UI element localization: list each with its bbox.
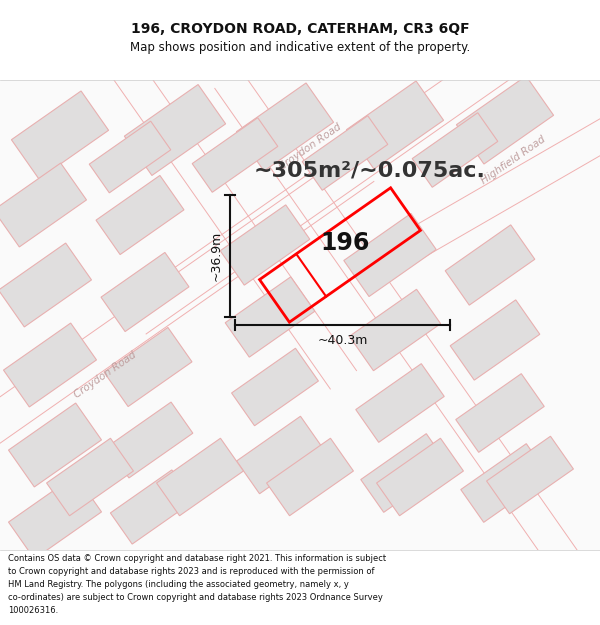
Polygon shape	[4, 323, 97, 407]
Text: Highfield Road: Highfield Road	[479, 134, 547, 186]
Polygon shape	[104, 328, 192, 407]
Polygon shape	[457, 76, 554, 164]
Polygon shape	[0, 243, 91, 327]
Polygon shape	[11, 91, 109, 179]
Bar	[0, 80, 600, 550]
Text: to Crown copyright and database rights 2023 and is reproduced with the permissio: to Crown copyright and database rights 2…	[8, 567, 374, 576]
Polygon shape	[110, 470, 194, 544]
Polygon shape	[8, 475, 101, 559]
Text: Croydon Road: Croydon Road	[277, 122, 343, 172]
Text: Contains OS data © Crown copyright and database right 2021. This information is : Contains OS data © Crown copyright and d…	[8, 554, 386, 563]
Polygon shape	[107, 402, 193, 478]
Text: 100026316.: 100026316.	[8, 606, 58, 615]
Polygon shape	[101, 253, 189, 332]
Text: ~305m²/~0.075ac.: ~305m²/~0.075ac.	[254, 160, 486, 180]
Polygon shape	[412, 112, 498, 188]
Text: ~36.9m: ~36.9m	[209, 231, 223, 281]
Bar	[0, 0, 600, 80]
Polygon shape	[8, 403, 101, 487]
Polygon shape	[225, 277, 315, 357]
Text: 196: 196	[320, 231, 370, 255]
Polygon shape	[89, 121, 171, 193]
Bar	[0, 550, 600, 625]
Polygon shape	[445, 225, 535, 305]
Polygon shape	[96, 176, 184, 254]
Polygon shape	[456, 374, 544, 452]
Polygon shape	[461, 444, 549, 522]
Polygon shape	[302, 116, 388, 190]
Polygon shape	[236, 416, 323, 494]
Polygon shape	[0, 163, 86, 247]
Polygon shape	[47, 438, 133, 516]
Polygon shape	[487, 436, 574, 514]
Text: 196, CROYDON ROAD, CATERHAM, CR3 6QF: 196, CROYDON ROAD, CATERHAM, CR3 6QF	[131, 22, 469, 36]
Polygon shape	[377, 438, 463, 516]
Polygon shape	[192, 118, 278, 192]
Polygon shape	[450, 300, 540, 380]
Text: Map shows position and indicative extent of the property.: Map shows position and indicative extent…	[130, 41, 470, 54]
Text: HM Land Registry. The polygons (including the associated geometry, namely x, y: HM Land Registry. The polygons (includin…	[8, 580, 349, 589]
Polygon shape	[349, 289, 440, 371]
Polygon shape	[124, 84, 226, 176]
Polygon shape	[361, 434, 449, 512]
Polygon shape	[266, 438, 353, 516]
Polygon shape	[236, 83, 334, 171]
Text: ~40.3m: ~40.3m	[317, 334, 368, 348]
Polygon shape	[220, 205, 310, 285]
Polygon shape	[344, 214, 436, 296]
Polygon shape	[157, 438, 244, 516]
Polygon shape	[356, 364, 444, 442]
Text: co-ordinates) are subject to Crown copyright and database rights 2023 Ordnance S: co-ordinates) are subject to Crown copyr…	[8, 593, 383, 602]
Polygon shape	[346, 81, 443, 169]
Polygon shape	[232, 348, 319, 426]
Text: Croydon Road: Croydon Road	[72, 350, 138, 400]
